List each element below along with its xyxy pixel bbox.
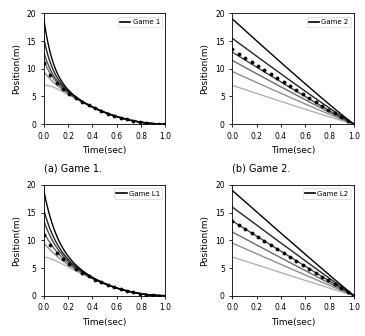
X-axis label: Time(sec): Time(sec): [82, 146, 127, 155]
Legend: Game L1: Game L1: [114, 188, 162, 199]
Text: (a) Game 1.: (a) Game 1.: [44, 164, 102, 174]
Text: (b) Game 2.: (b) Game 2.: [233, 164, 291, 174]
Y-axis label: Position(m): Position(m): [200, 215, 210, 266]
X-axis label: Time(sec): Time(sec): [82, 318, 127, 327]
X-axis label: Time(sec): Time(sec): [271, 318, 315, 327]
Y-axis label: Position(m): Position(m): [12, 43, 21, 94]
Y-axis label: Position(m): Position(m): [200, 43, 210, 94]
Legend: Game 2: Game 2: [307, 17, 350, 27]
Legend: Game 1: Game 1: [118, 17, 162, 27]
Y-axis label: Position(m): Position(m): [12, 215, 21, 266]
Legend: Game L2: Game L2: [303, 188, 350, 199]
X-axis label: Time(sec): Time(sec): [271, 146, 315, 155]
